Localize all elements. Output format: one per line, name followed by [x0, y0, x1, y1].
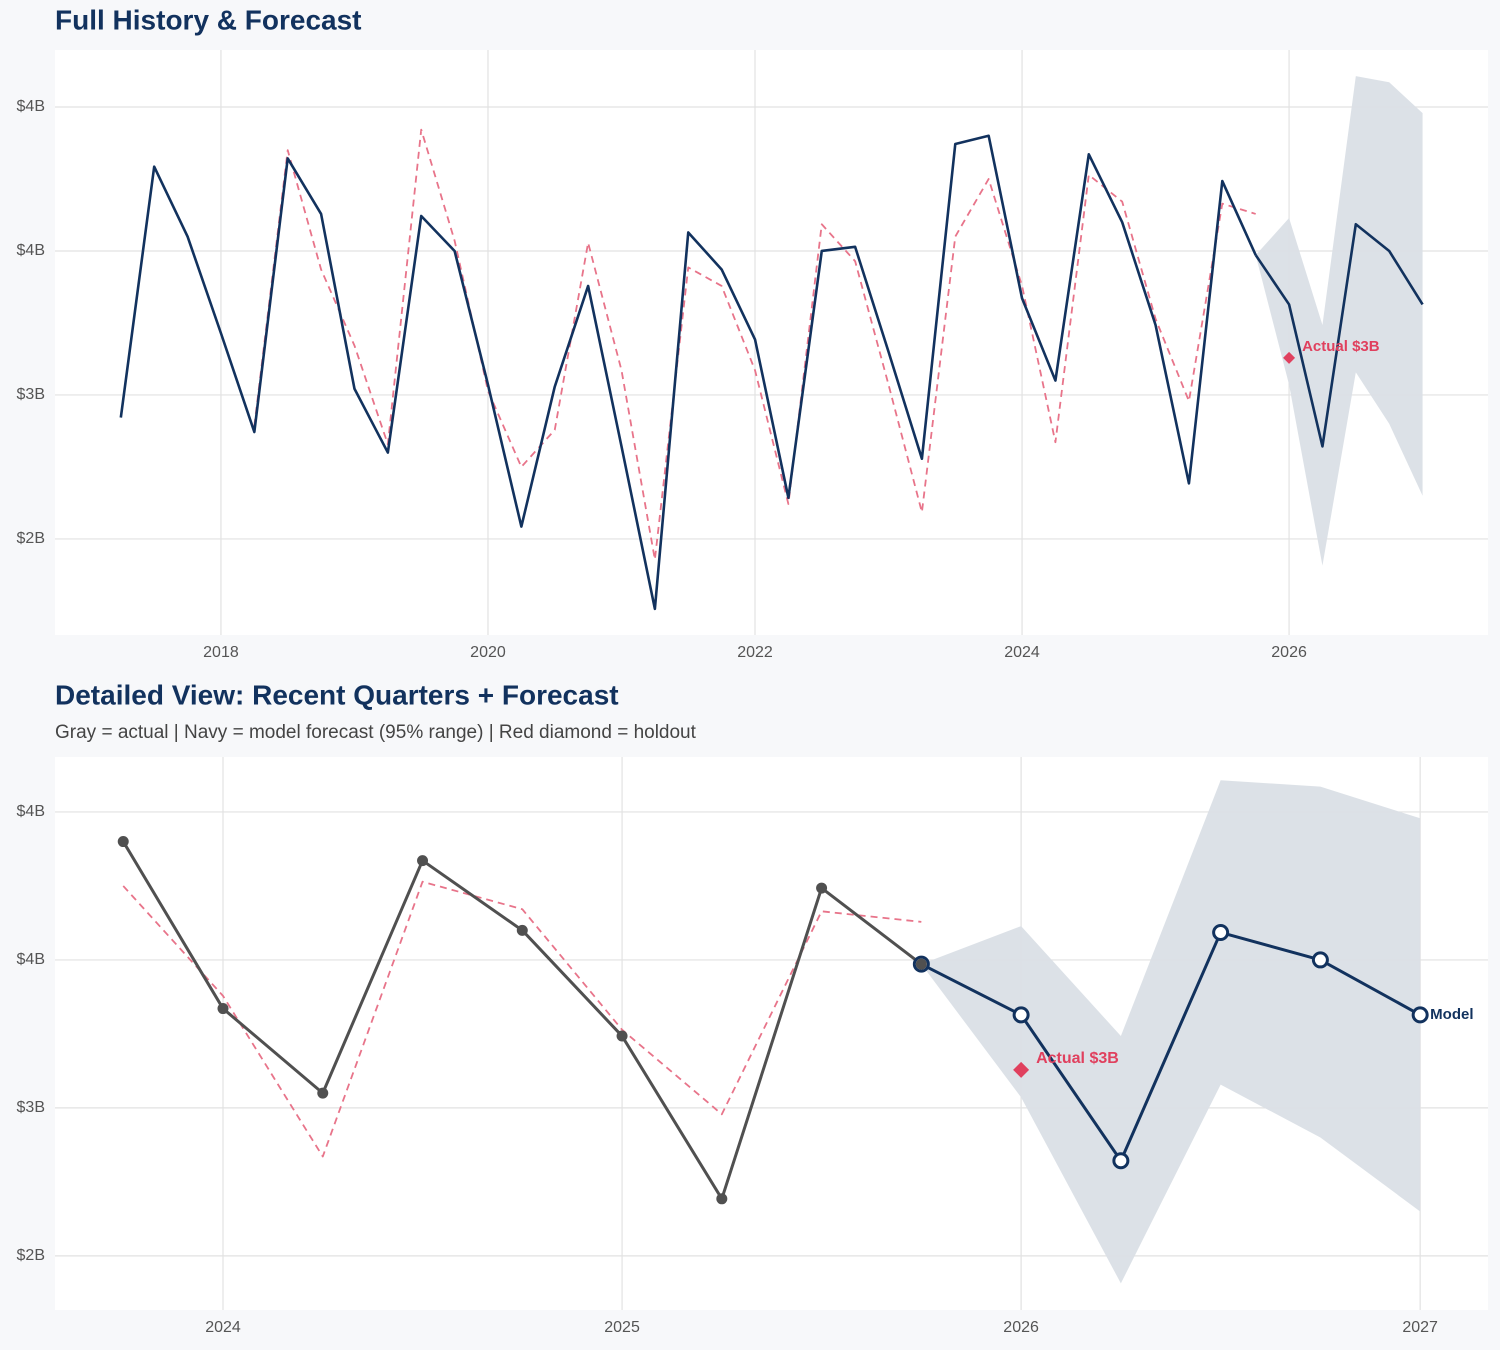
x-tick-label: 2022	[737, 644, 773, 661]
y-tick-label: $3B	[17, 386, 45, 403]
x-tick-label: 2026	[1271, 644, 1307, 661]
fitted-line	[122, 880, 922, 1158]
chart-title: Full History & Forecast	[55, 4, 362, 35]
point	[217, 1003, 229, 1015]
point	[1311, 951, 1329, 969]
chart-subtitle: Gray = actual | Navy = model forecast (9…	[55, 722, 697, 743]
chart-title: Detailed View: Recent Quarters + Forecas…	[55, 679, 619, 710]
point	[1212, 923, 1230, 941]
x-tick-label: 2020	[470, 644, 506, 661]
y-tick-label: $4B	[17, 951, 45, 968]
series-end-label: Model	[1430, 1006, 1473, 1023]
fitted-line	[253, 128, 1256, 561]
point	[317, 1087, 329, 1099]
point	[616, 1030, 628, 1042]
holdout-label: Actual $3B	[1302, 338, 1380, 355]
point	[816, 882, 828, 894]
point	[1112, 1152, 1130, 1170]
point	[516, 924, 528, 936]
x-tick-label: 2027	[1402, 1319, 1438, 1336]
point	[1012, 1006, 1030, 1024]
point	[417, 855, 429, 867]
forecast-band	[921, 780, 1421, 1284]
x-tick-label: 2025	[604, 1319, 640, 1336]
point	[117, 836, 129, 848]
holdout-label: Actual $3B	[1036, 1050, 1119, 1067]
series-line	[920, 930, 1421, 1163]
plot-area	[55, 50, 1488, 635]
x-tick-label: 2024	[205, 1319, 241, 1336]
x-tick-label: 2026	[1003, 1319, 1039, 1336]
point	[1411, 1006, 1429, 1024]
y-tick-label: $2B	[17, 1247, 45, 1264]
y-tick-label: $4B	[17, 98, 45, 115]
holdout-marker	[1013, 1061, 1030, 1078]
holdout-marker	[1283, 351, 1296, 364]
y-tick-label: $3B	[17, 1099, 45, 1116]
y-tick-label: $2B	[17, 530, 45, 547]
y-tick-label: $4B	[17, 803, 45, 820]
series-line	[1254, 222, 1424, 448]
series-line	[119, 134, 1257, 611]
y-tick-label: $4B	[17, 242, 45, 259]
point	[915, 958, 927, 970]
point	[716, 1193, 728, 1205]
forecast-band	[1255, 76, 1423, 566]
x-tick-label: 2018	[203, 644, 239, 661]
x-tick-label: 2024	[1004, 644, 1040, 661]
